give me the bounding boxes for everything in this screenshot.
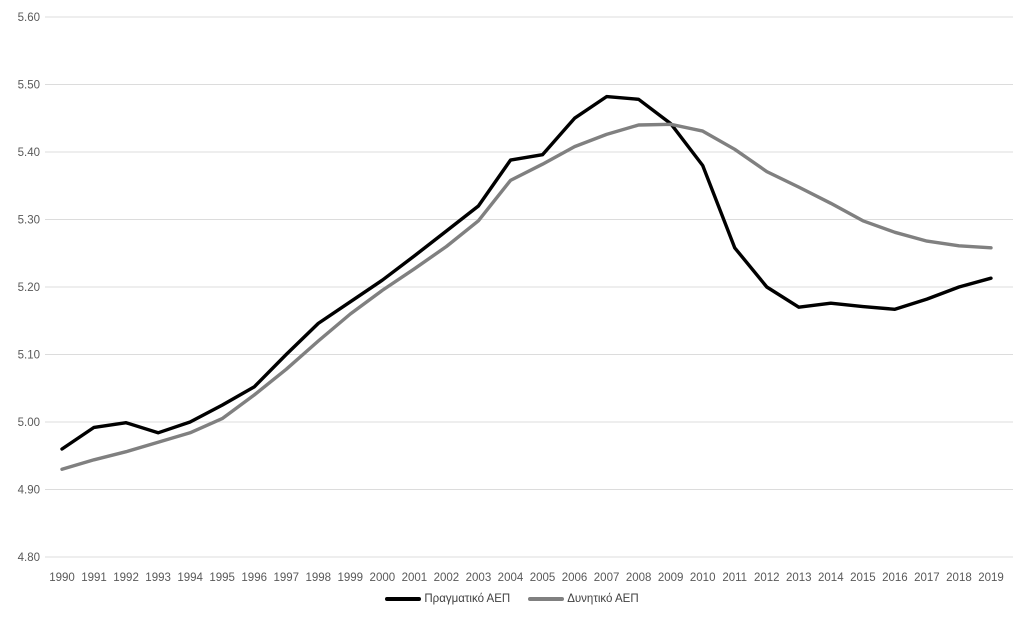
- x-tick-label: 2004: [498, 572, 524, 584]
- y-tick-label: 5.20: [18, 282, 40, 294]
- x-tick-label: 2014: [818, 572, 844, 584]
- y-tick-label: 4.80: [18, 552, 40, 564]
- x-tick-label: 2002: [434, 572, 460, 584]
- legend-label-real-gdp: Πραγματικό ΑΕΠ: [424, 593, 511, 605]
- x-tick-label: 2006: [562, 572, 588, 584]
- x-tick-label: 1997: [273, 572, 299, 584]
- x-tick-label: 1990: [49, 572, 75, 584]
- x-tick-label: 2000: [370, 572, 396, 584]
- y-tick-label: 5.10: [18, 350, 40, 362]
- x-tick-label: 2003: [466, 572, 492, 584]
- x-tick-label: 2018: [946, 572, 972, 584]
- legend-swatch-real-gdp-line: [385, 597, 422, 601]
- series-line-0: [60, 94, 993, 451]
- x-tick-label: 1996: [241, 572, 267, 584]
- x-tick-label: 1999: [338, 572, 364, 584]
- x-tick-label: 2001: [402, 572, 428, 584]
- x-tick-label: 2013: [786, 572, 812, 584]
- y-tick-label: 5.30: [18, 215, 40, 227]
- y-tick-label: 5.50: [18, 80, 40, 92]
- x-tick-label: 1991: [81, 572, 107, 584]
- x-tick-label: 2008: [626, 572, 652, 584]
- x-tick-label: 1994: [177, 572, 203, 584]
- x-tick-label: 2015: [850, 572, 876, 584]
- y-tick-label: 4.90: [18, 485, 40, 497]
- legend-swatch-potential-gdp-line: [528, 597, 565, 601]
- x-tick-label: 2016: [882, 572, 908, 584]
- x-tick-label: 2011: [722, 572, 747, 584]
- x-tick-label: 1993: [145, 572, 171, 584]
- x-tick-label: 1992: [113, 572, 139, 584]
- x-tick-label: 2009: [658, 572, 684, 584]
- legend: Πραγματικό ΑΕΠ Δυνητικό ΑΕΠ: [0, 593, 1024, 605]
- y-tick-label: 5.00: [18, 417, 40, 429]
- x-tick-label: 2010: [690, 572, 716, 584]
- x-tick-label: 2007: [594, 572, 620, 584]
- y-tick-label: 5.40: [18, 147, 40, 159]
- x-tick-label: 1998: [305, 572, 331, 584]
- legend-item-potential-gdp: Δυνητικό ΑΕΠ: [528, 593, 639, 605]
- legend-item-real-gdp: Πραγματικό ΑΕΠ: [385, 593, 510, 605]
- series-line-1: [60, 122, 993, 471]
- x-tick-label: 2017: [914, 572, 940, 584]
- x-tick-label: 1995: [209, 572, 235, 584]
- x-tick-label: 2012: [754, 572, 780, 584]
- x-tick-label: 2005: [530, 572, 556, 584]
- y-tick-label: 5.60: [18, 12, 40, 24]
- legend-label-potential-gdp: Δυνητικό ΑΕΠ: [567, 593, 639, 605]
- x-tick-label: 2019: [978, 572, 1004, 584]
